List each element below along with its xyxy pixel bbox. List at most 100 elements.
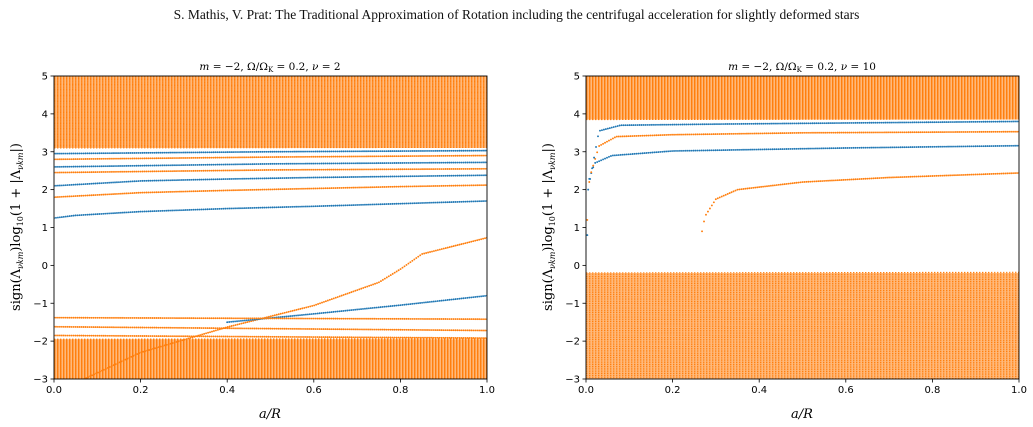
data-point bbox=[462, 174, 465, 177]
data-point bbox=[143, 170, 146, 173]
data-point bbox=[866, 131, 869, 134]
data-point bbox=[818, 147, 821, 150]
data-point bbox=[807, 180, 810, 183]
data-point bbox=[318, 187, 321, 190]
data-point bbox=[120, 360, 123, 363]
data-point bbox=[945, 131, 948, 134]
data-point bbox=[907, 121, 910, 124]
data-point bbox=[88, 326, 91, 328]
data-point bbox=[726, 132, 729, 135]
data-point bbox=[281, 335, 284, 338]
data-point bbox=[188, 208, 191, 211]
data-point bbox=[436, 149, 439, 152]
data-point bbox=[328, 155, 331, 158]
data-point bbox=[799, 181, 802, 184]
data-point bbox=[438, 329, 441, 332]
data-point bbox=[234, 320, 237, 323]
data-point bbox=[283, 168, 286, 171]
data-point bbox=[446, 149, 449, 152]
data-point bbox=[322, 162, 325, 165]
data-point bbox=[251, 317, 254, 320]
data-point bbox=[257, 177, 260, 180]
data-point bbox=[874, 177, 877, 180]
data-point bbox=[974, 145, 977, 148]
data-point bbox=[116, 326, 118, 329]
data-point bbox=[722, 149, 725, 152]
data-point bbox=[74, 316, 77, 319]
data-point bbox=[356, 155, 359, 158]
data-point bbox=[401, 303, 404, 306]
data-point bbox=[299, 187, 301, 190]
data-point bbox=[56, 196, 59, 198]
data-point bbox=[643, 134, 646, 137]
dense-eigenvalue-band bbox=[54, 76, 487, 149]
data-point bbox=[354, 186, 357, 189]
data-point bbox=[86, 158, 89, 160]
data-point bbox=[318, 155, 321, 158]
data-point bbox=[127, 211, 130, 214]
data-point bbox=[466, 184, 469, 187]
data-point bbox=[314, 168, 317, 171]
data-point bbox=[880, 121, 883, 124]
data-point bbox=[118, 152, 120, 155]
data-point bbox=[606, 156, 608, 159]
data-point bbox=[64, 165, 67, 168]
data-point bbox=[194, 163, 197, 166]
data-point bbox=[356, 168, 359, 171]
data-point bbox=[64, 184, 67, 187]
data-point bbox=[283, 311, 286, 314]
data-point bbox=[352, 308, 355, 311]
data-point bbox=[878, 121, 881, 124]
data-point bbox=[251, 177, 254, 180]
data-point bbox=[428, 329, 431, 331]
data-point bbox=[202, 327, 205, 329]
data-point bbox=[194, 317, 197, 320]
data-point bbox=[897, 176, 900, 179]
data-point bbox=[919, 131, 922, 134]
data-point bbox=[62, 152, 65, 155]
data-point bbox=[340, 186, 343, 189]
data-point bbox=[346, 292, 349, 295]
data-point bbox=[253, 150, 256, 153]
series-blue-4 bbox=[54, 161, 487, 168]
data-point bbox=[196, 335, 199, 338]
data-point bbox=[242, 177, 244, 180]
data-point bbox=[854, 121, 857, 124]
data-point bbox=[811, 122, 814, 125]
data-point bbox=[152, 347, 155, 350]
x-tick-label: 1.0 bbox=[1011, 385, 1027, 396]
data-point bbox=[385, 168, 388, 171]
data-point bbox=[801, 122, 804, 125]
data-point bbox=[446, 174, 449, 177]
data-point bbox=[145, 179, 148, 182]
data-point bbox=[419, 202, 422, 204]
data-point bbox=[204, 190, 207, 192]
data-point bbox=[82, 334, 85, 337]
data-point bbox=[980, 145, 983, 148]
data-point bbox=[716, 133, 719, 135]
data-point bbox=[984, 173, 987, 176]
data-point bbox=[330, 176, 333, 179]
data-point bbox=[338, 168, 341, 171]
data-point bbox=[153, 191, 156, 194]
data-point bbox=[671, 150, 674, 152]
data-point bbox=[986, 130, 989, 133]
data-point bbox=[397, 155, 400, 158]
data-point bbox=[925, 131, 928, 134]
data-point bbox=[777, 132, 780, 135]
data-point bbox=[856, 121, 859, 124]
data-point bbox=[287, 335, 290, 338]
data-point bbox=[458, 154, 461, 157]
data-point bbox=[86, 152, 89, 155]
data-point bbox=[927, 121, 930, 124]
data-point bbox=[64, 195, 67, 198]
data-point bbox=[171, 317, 174, 320]
series-blue-2 bbox=[54, 174, 487, 187]
data-point bbox=[306, 150, 309, 153]
data-point bbox=[279, 168, 282, 171]
data-point bbox=[322, 150, 325, 153]
data-point bbox=[74, 334, 77, 337]
data-point bbox=[417, 185, 420, 188]
data-point bbox=[484, 174, 486, 177]
data-point bbox=[356, 150, 359, 153]
